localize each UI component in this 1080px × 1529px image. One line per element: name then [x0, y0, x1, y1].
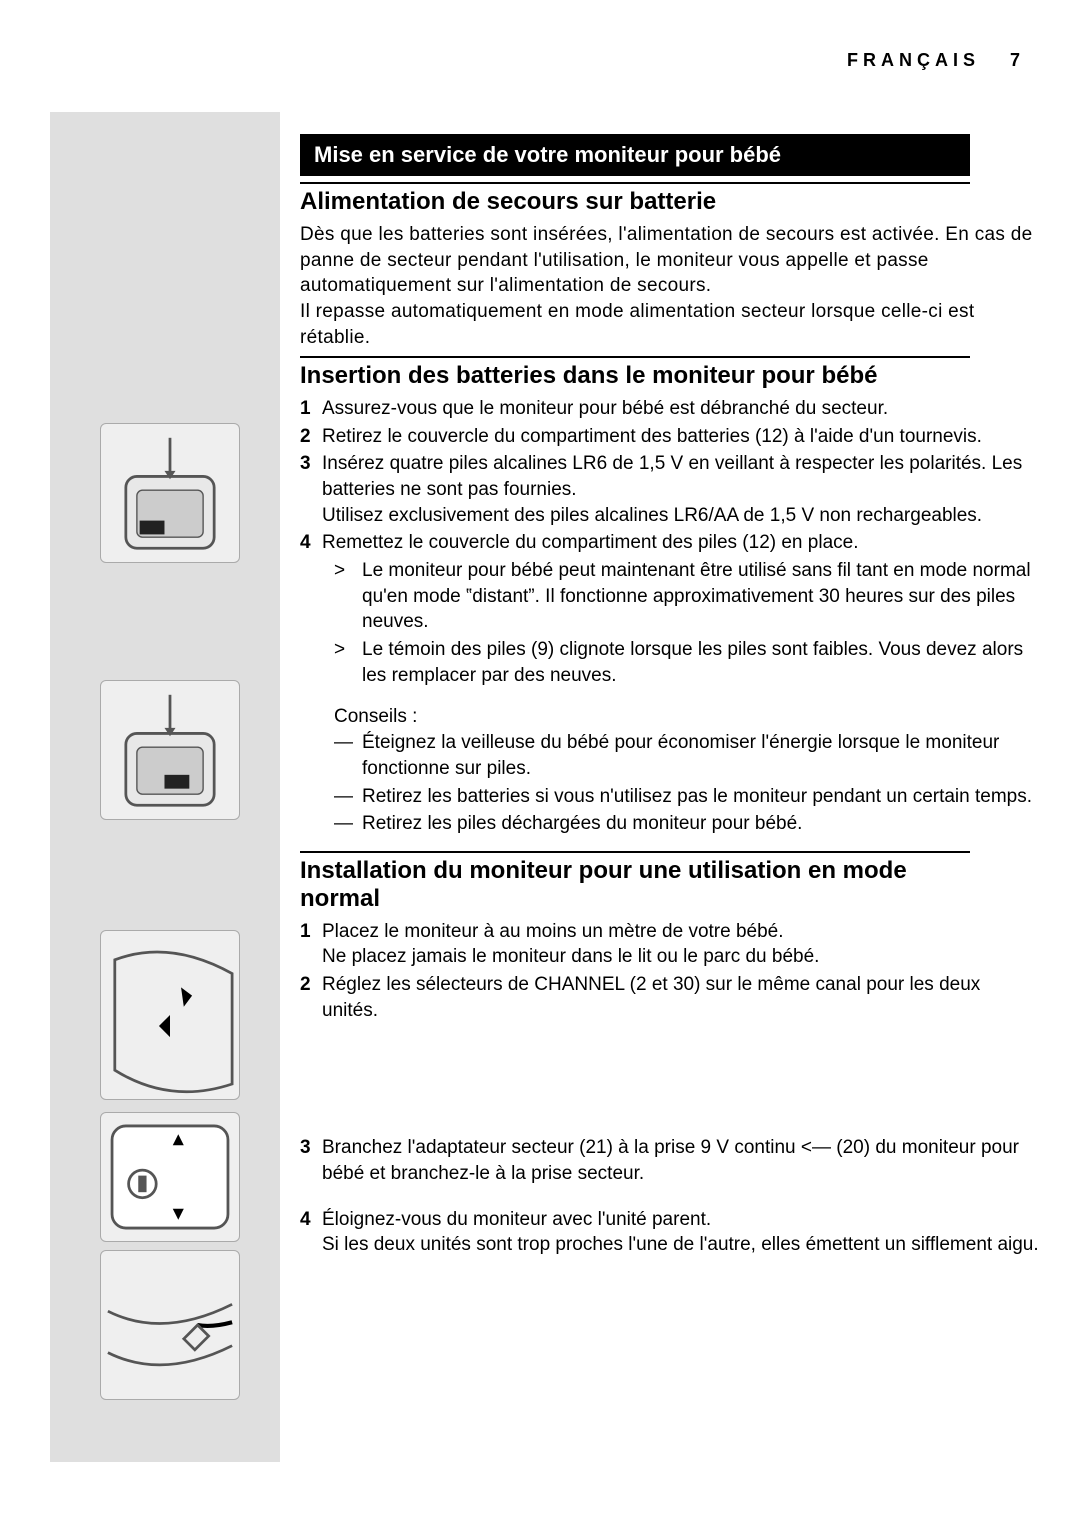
- step: Retirez le couvercle du compartiment des…: [300, 424, 1040, 450]
- section-heading-backup-power: Alimentation de secours sur batterie: [300, 188, 1040, 216]
- page-header: FRANÇAIS 7: [847, 50, 1020, 71]
- illustration-battery-cover-remove: [100, 423, 240, 563]
- step-note: Ne placez jamais le moniteur dans le lit…: [322, 946, 819, 967]
- rule: [300, 851, 970, 853]
- step-note: Utilisez exclusivement des piles alcalin…: [322, 505, 982, 526]
- illustration-channel-select: [100, 1112, 240, 1242]
- step: Branchez l'adaptateur secteur (21) à la …: [300, 1135, 1040, 1186]
- bullet: Le moniteur pour bébé peut maintenant êt…: [334, 558, 1040, 635]
- step: Éloignez-vous du moniteur avec l'unité p…: [300, 1207, 1040, 1258]
- step-note: Si les deux unités sont trop proches l'u…: [322, 1234, 1039, 1255]
- steps-install-normal-cont2: Éloignez-vous du moniteur avec l'unité p…: [300, 1207, 1040, 1258]
- rule: [300, 356, 970, 358]
- step-text: Insérez quatre piles alcalines LR6 de 1,…: [322, 453, 1022, 500]
- step: Réglez les sélecteurs de CHANNEL (2 et 3…: [300, 972, 1040, 1023]
- section-heading-install-normal: Installation du moniteur pour une utilis…: [300, 857, 940, 913]
- illustration-power-adapter: [100, 1250, 240, 1400]
- page-number: 7: [1010, 50, 1020, 71]
- info-bullets: Le moniteur pour bébé peut maintenant êt…: [334, 558, 1040, 688]
- language-label: FRANÇAIS: [847, 50, 980, 70]
- steps-install-normal-cont: Branchez l'adaptateur secteur (21) à la …: [300, 1135, 1040, 1186]
- tip: Retirez les piles déchargées du moniteur…: [334, 811, 1040, 837]
- page-title: Mise en service de votre moniteur pour b…: [300, 134, 970, 176]
- step-text: Éloignez-vous du moniteur avec l'unité p…: [322, 1209, 711, 1230]
- step: Placez le moniteur à au moins un mètre d…: [300, 919, 1040, 970]
- step: Remettez le couvercle du compartiment de…: [300, 530, 1040, 556]
- step: Assurez-vous que le moniteur pour bébé e…: [300, 396, 1040, 422]
- tips-list: Éteignez la veilleuse du bébé pour écono…: [334, 730, 1040, 837]
- tips-label: Conseils :: [334, 706, 1040, 728]
- rule: [300, 182, 970, 184]
- steps-install-normal: Placez le moniteur à au moins un mètre d…: [300, 919, 1040, 1024]
- para: Dès que les batteries sont insérées, l'a…: [300, 222, 1040, 299]
- step-text: Placez le moniteur à au moins un mètre d…: [322, 921, 784, 942]
- bullet: Le témoin des piles (9) clignote lorsque…: [334, 637, 1040, 688]
- step: Insérez quatre piles alcalines LR6 de 1,…: [300, 451, 1040, 528]
- tip: Retirez les batteries si vous n'utilisez…: [334, 784, 1040, 810]
- main-content: Mise en service de votre moniteur pour b…: [300, 134, 1040, 1260]
- section-heading-insert-batteries: Insertion des batteries dans le moniteur…: [300, 362, 1040, 390]
- illustration-battery-insert: [100, 680, 240, 820]
- steps-insert-batteries: Assurez-vous que le moniteur pour bébé e…: [300, 396, 1040, 556]
- illustration-place-distance: [100, 930, 240, 1100]
- tip: Éteignez la veilleuse du bébé pour écono…: [334, 730, 1040, 781]
- para: Il repasse automatiquement en mode alime…: [300, 299, 1040, 350]
